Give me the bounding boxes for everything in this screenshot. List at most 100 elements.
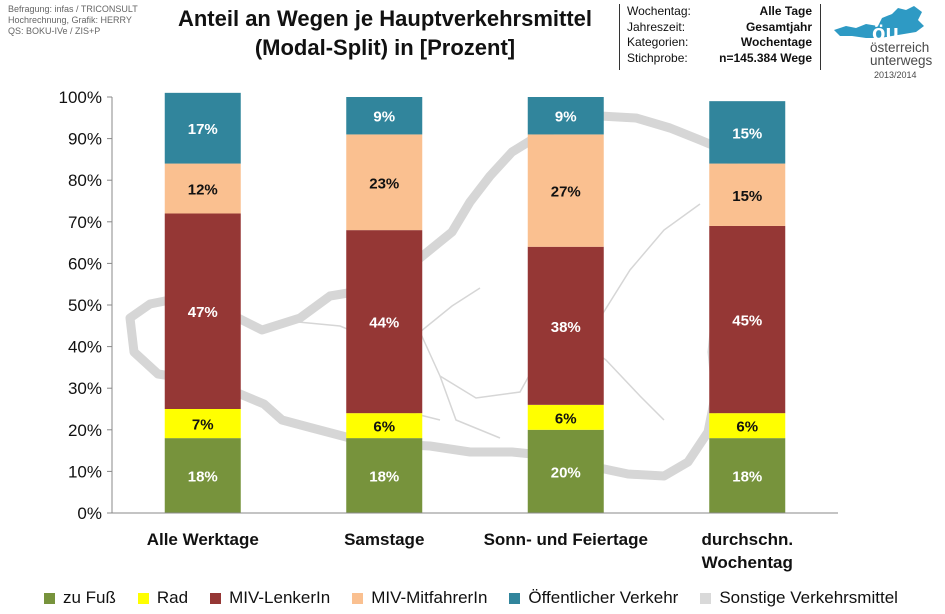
legend-swatch	[210, 592, 222, 604]
info-label: Wochentag:	[627, 4, 691, 18]
legend-item: Rad	[137, 588, 189, 608]
info-row-kategorien: Kategorien: Wochentage	[620, 35, 820, 51]
legend-label: MIV-LenkerIn	[229, 588, 331, 607]
info-row-jahreszeit: Jahreszeit: Gesamtjahr	[620, 20, 820, 36]
info-label: Kategorien:	[627, 35, 689, 49]
bar-segment	[346, 230, 423, 414]
bar-data-label: 20%	[551, 464, 581, 481]
bar-data-label: 27%	[551, 184, 581, 201]
y-tick-label: 0%	[77, 504, 102, 523]
bar-segment	[527, 246, 604, 405]
info-row-stichprobe: Stichprobe: n=145.384 Wege	[620, 51, 820, 67]
y-tick-label: 30%	[68, 379, 102, 398]
y-tick-label: 90%	[68, 130, 102, 149]
bar-segment	[164, 213, 241, 409]
bar-segment	[164, 438, 241, 513]
legend-item: MIV-LenkerIn	[210, 588, 330, 608]
logo-line-2: unterwegs	[870, 53, 933, 68]
source-line-3: QS: BOKU-IVe / ZIS+P	[8, 26, 101, 36]
bar-data-label: 7%	[192, 417, 214, 434]
bar-segment	[164, 92, 241, 164]
chart-title: Anteil an Wegen je Hauptverkehrsmittel (…	[150, 4, 620, 62]
x-tick-label: Samstage	[344, 530, 424, 549]
legend: zu Fuß Rad MIV-LenkerIn MIV-MitfahrerIn Öffe…	[44, 588, 920, 608]
bar-segment	[527, 97, 604, 135]
y-tick-label: 40%	[68, 338, 102, 357]
bar-segment	[346, 134, 423, 231]
bar-segment	[709, 225, 786, 414]
legend-label: zu Fuß	[63, 588, 116, 607]
legend-item: MIV-MitfahrerIn	[352, 588, 487, 608]
bar-segment	[527, 404, 604, 430]
x-tick-label: durchschn.	[701, 530, 793, 549]
info-box: Wochentag: Alle Tage Jahreszeit: Gesamtj…	[619, 4, 821, 70]
bar-data-label: 18%	[188, 469, 218, 486]
bar-segment	[709, 438, 786, 513]
bar-data-label: 6%	[555, 410, 577, 427]
legend-swatch	[352, 592, 364, 604]
y-tick-label: 50%	[68, 296, 102, 315]
y-tick-label: 10%	[68, 462, 102, 481]
y-tick-label: 60%	[68, 254, 102, 273]
logo-line-1: österreich	[870, 40, 930, 55]
bar-segment	[709, 413, 786, 439]
bar-data-label: 18%	[369, 469, 399, 486]
legend-item: Öffentlicher Verkehr	[509, 588, 678, 608]
info-value: Alle Tage	[759, 4, 812, 18]
bar-segment	[527, 134, 604, 247]
legend-label: Sonstige Verkehrsmittel	[719, 588, 898, 607]
x-tick-label: Wochentag	[702, 553, 793, 572]
info-value: n=145.384 Wege	[719, 50, 812, 65]
bar-data-label: 15%	[732, 125, 762, 142]
legend-item: zu Fuß	[44, 588, 116, 608]
bar-data-label: 15%	[732, 188, 762, 205]
legend-label: MIV-MitfahrerIn	[371, 588, 488, 607]
info-label: Stichprobe:	[627, 50, 688, 65]
legend-label: Rad	[156, 588, 189, 607]
bar-segment	[164, 409, 241, 439]
austria-map-icon	[834, 6, 924, 38]
chart-title-line-2: (Modal-Split) in [Prozent]	[254, 35, 516, 60]
x-tick-label: Alle Werktage	[147, 530, 259, 549]
bar-data-label: 38%	[551, 319, 581, 336]
bar-data-label: 44%	[369, 315, 399, 332]
logo-badge: öu	[872, 20, 899, 45]
info-value: Gesamtjahr	[745, 19, 812, 34]
info-value: Wochentage	[740, 35, 812, 49]
legend-swatch	[509, 592, 521, 604]
bar-segment	[346, 97, 423, 135]
bar-data-label: 45%	[732, 313, 762, 330]
bar-data-label: 9%	[555, 109, 577, 126]
y-tick-label: 100%	[59, 88, 102, 107]
info-label: Jahreszeit:	[627, 19, 686, 34]
legend-item: Sonstige Verkehrsmittel	[700, 588, 898, 608]
legend-label: Öffentlicher Verkehr	[528, 588, 679, 607]
x-tick-label: Sonn- und Feiertage	[484, 530, 648, 549]
bar-data-label: 23%	[369, 175, 399, 192]
chart-title-line-1: Anteil an Wegen je Hauptverkehrsmittel	[177, 6, 593, 31]
bar-segment	[164, 163, 241, 214]
source-line-2: Hochrechnung, Grafik: HERRY	[8, 15, 132, 25]
bar-data-label: 9%	[373, 109, 395, 126]
legend-swatch	[44, 592, 55, 604]
bar-data-label: 6%	[736, 419, 758, 436]
info-row-wochentag: Wochentag: Alle Tage	[620, 4, 820, 20]
bar-data-label: 17%	[188, 121, 218, 138]
oesterreich-unterwegs-logo: öu	[834, 6, 924, 45]
y-tick-label: 80%	[68, 171, 102, 190]
bar-segment	[527, 429, 604, 513]
bar-segment	[346, 438, 423, 513]
bar-data-label: 18%	[732, 469, 762, 486]
bar-segment	[709, 163, 786, 226]
logo-wordmark: österreich unterwegs	[870, 40, 933, 68]
logo-year: 2013/2014	[874, 70, 917, 80]
legend-swatch	[137, 592, 149, 604]
y-tick-label: 70%	[68, 213, 102, 232]
source-note: Befragung: infas / TRICONSULT Hochrechnu…	[8, 4, 138, 37]
source-line-1: Befragung: infas / TRICONSULT	[8, 4, 138, 14]
y-tick-label: 20%	[68, 421, 102, 440]
bar-data-label: 12%	[188, 182, 218, 199]
legend-swatch	[700, 592, 712, 604]
bar-data-label: 6%	[373, 419, 395, 436]
